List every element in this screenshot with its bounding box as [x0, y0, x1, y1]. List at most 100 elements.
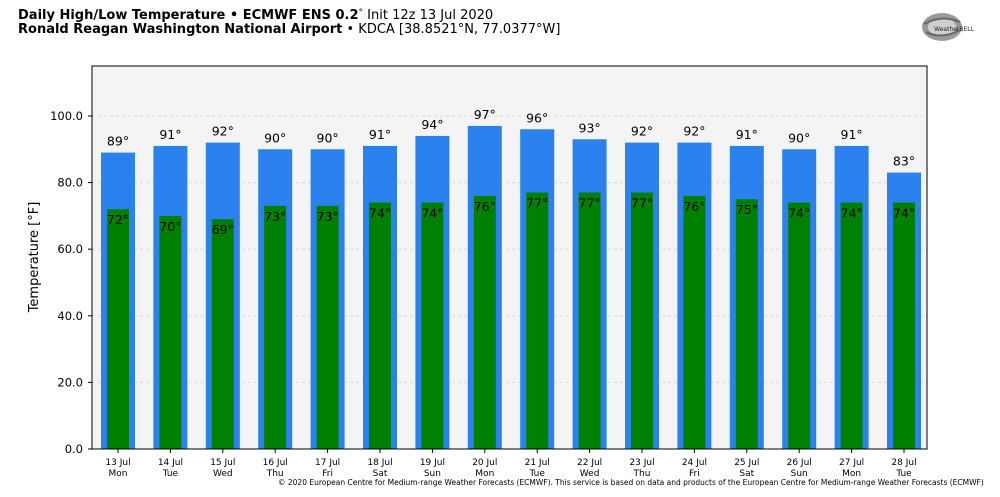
- low-value-label: 73°: [264, 209, 286, 224]
- high-value-label: 91°: [736, 127, 758, 142]
- low-value-label: 74°: [421, 206, 443, 221]
- low-value-label: 77°: [631, 196, 653, 211]
- logo-text: WeatherBELL: [934, 26, 975, 33]
- low-value-label: 72°: [107, 212, 129, 227]
- low-value-label: 77°: [579, 196, 601, 211]
- high-value-label: 92°: [683, 124, 705, 139]
- low-bar: [893, 202, 915, 449]
- low-bar: [735, 199, 758, 449]
- y-tick-label: 100.0: [50, 109, 83, 123]
- y-tick-label: 60.0: [57, 242, 83, 256]
- low-value-label: 74°: [788, 206, 810, 221]
- high-value-label: 93°: [579, 120, 601, 135]
- x-tick-date: 24 Jul: [682, 458, 707, 468]
- x-tick-date: 21 Jul: [525, 458, 550, 468]
- x-tick-date: 14 Jul: [158, 458, 183, 468]
- y-tick-label: 0.0: [65, 442, 83, 456]
- x-tick-day: Tue: [162, 469, 179, 479]
- x-tick-day: Fri: [322, 469, 333, 479]
- x-tick-date: 15 Jul: [210, 458, 235, 468]
- low-bar: [473, 195, 496, 449]
- low-bar: [159, 215, 182, 449]
- low-bar: [211, 219, 234, 449]
- title-bold: Daily High/Low Temperature • ECMWF ENS 0…: [18, 8, 359, 23]
- high-value-label: 89°: [107, 134, 129, 149]
- x-tick-day: Mon: [842, 469, 861, 479]
- low-bar: [107, 209, 129, 449]
- title-degree: °: [358, 8, 364, 18]
- low-bar: [264, 205, 287, 449]
- bars: 89° 72° 91° 70° 92° 69° 90° 73° 90° 73° 91° 74° 94° 7…: [101, 107, 921, 450]
- low-value-label: 74°: [369, 206, 391, 221]
- x-tick-day: Tue: [895, 469, 912, 479]
- low-bar: [421, 202, 444, 449]
- x-tick-date: 23 Jul: [629, 458, 654, 468]
- y-axis-label: Temperature [°F]: [27, 202, 42, 314]
- low-value-label: 73°: [317, 209, 339, 224]
- x-tick-day: Mon: [475, 469, 494, 479]
- title-init: Init 12z 13 Jul 2020: [363, 8, 494, 23]
- low-value-label: 75°: [736, 202, 758, 217]
- x-tick-day: Thu: [266, 469, 284, 479]
- x-tick-day: Wed: [580, 469, 600, 479]
- high-value-label: 90°: [264, 130, 286, 145]
- high-value-label: 96°: [526, 110, 548, 125]
- low-value-label: 76°: [683, 199, 705, 214]
- low-bar: [316, 205, 339, 449]
- plot-frame: [91, 65, 928, 450]
- x-tick-day: Thu: [633, 469, 651, 479]
- y-tick-label: 20.0: [57, 375, 83, 389]
- low-value-label: 69°: [212, 222, 234, 237]
- y-tick-label: 80.0: [57, 176, 83, 190]
- low-value-label: 70°: [159, 219, 181, 234]
- x-tick-date: 13 Jul: [105, 458, 130, 468]
- low-value-label: 74°: [893, 206, 915, 221]
- x-tick-date: 18 Jul: [367, 458, 392, 468]
- high-value-label: 91°: [841, 127, 863, 142]
- low-bar: [631, 192, 653, 449]
- y-tick-label: 40.0: [57, 309, 83, 323]
- high-value-label: 83°: [893, 154, 915, 169]
- x-tick-day: Sun: [424, 469, 441, 479]
- high-value-label: 92°: [631, 124, 653, 139]
- copyright-credit: © 2020 European Centre for Medium-range …: [278, 478, 984, 487]
- high-value-label: 97°: [474, 107, 496, 122]
- x-tick-day: Mon: [109, 469, 128, 479]
- x-tick-date: 19 Jul: [420, 458, 445, 468]
- station-info: • KDCA [38.8521°N, 77.0377°W]: [342, 22, 561, 37]
- high-value-label: 90°: [317, 130, 339, 145]
- x-tick-date: 26 Jul: [787, 458, 812, 468]
- chart-title-line1: Daily High/Low Temperature • ECMWF ENS 0…: [18, 8, 493, 23]
- low-bar: [369, 202, 391, 449]
- high-value-label: 94°: [421, 117, 443, 132]
- low-value-label: 76°: [474, 199, 496, 214]
- x-tick-date: 17 Jul: [315, 458, 340, 468]
- x-tick-day: Fri: [689, 469, 700, 479]
- x-tick-date: 27 Jul: [839, 458, 864, 468]
- low-bar: [840, 202, 863, 449]
- x-tick-date: 20 Jul: [472, 458, 497, 468]
- y-axis: 0.0 20.0 40.0 60.0 80.0 100.0: [50, 109, 92, 456]
- weatherbell-logo: WeatherBELL: [922, 13, 975, 41]
- x-tick-day: Sat: [373, 469, 388, 479]
- station-name: Ronald Reagan Washington National Airpor…: [18, 22, 343, 37]
- low-bar: [683, 195, 706, 449]
- chart-title-line2: Ronald Reagan Washington National Airpor…: [18, 22, 560, 37]
- x-tick-day: Tue: [529, 469, 546, 479]
- x-tick-day: Sun: [791, 469, 808, 479]
- x-tick-day: Sat: [739, 469, 754, 479]
- low-bar: [526, 192, 549, 449]
- x-tick-date: 22 Jul: [577, 458, 602, 468]
- x-tick-date: 28 Jul: [891, 458, 916, 468]
- high-value-label: 91°: [159, 127, 181, 142]
- low-bar: [578, 192, 601, 449]
- high-value-label: 92°: [212, 124, 234, 139]
- x-tick-date: 25 Jul: [734, 458, 759, 468]
- high-value-label: 91°: [369, 127, 391, 142]
- x-tick-day: Wed: [213, 469, 233, 479]
- high-value-label: 90°: [788, 130, 810, 145]
- low-value-label: 74°: [841, 206, 863, 221]
- x-tick-date: 16 Jul: [263, 458, 288, 468]
